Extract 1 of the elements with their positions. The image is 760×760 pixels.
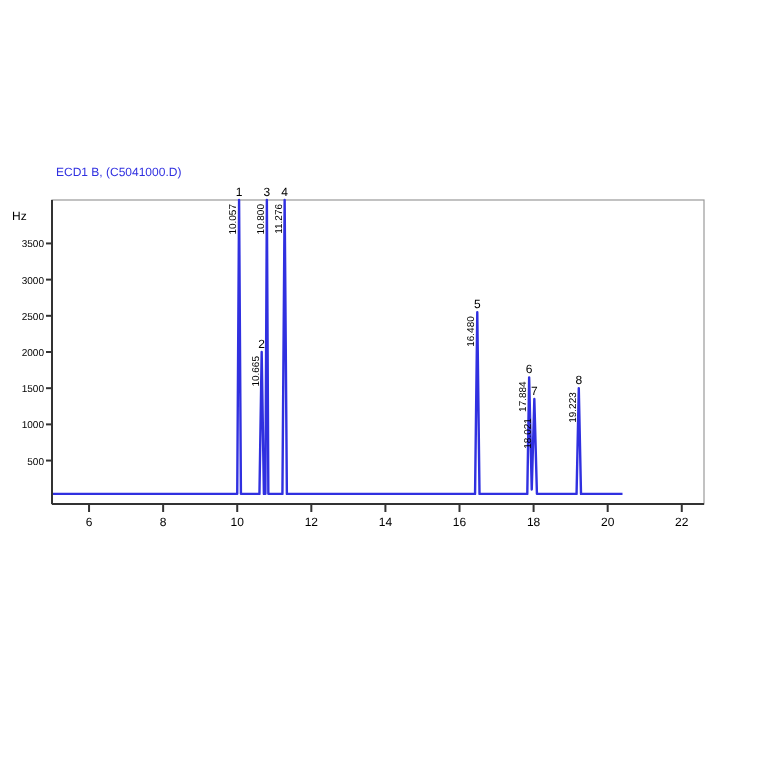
line-series xyxy=(50,198,624,496)
